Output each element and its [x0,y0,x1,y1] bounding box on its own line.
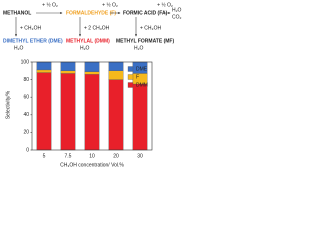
bar-segment [108,79,124,151]
node: H₂O [134,45,144,51]
node: METHYLAL (DMM) [66,38,110,44]
legend-label: F [136,74,139,80]
node: METHANOL [3,10,31,16]
legend-swatch [127,74,134,80]
bar-segment [60,70,76,74]
reagent: + CH₃OH [140,25,161,31]
node: H₂O [172,7,182,13]
y-tick-label: 40 [23,112,29,118]
y-axis-label: Selectivity/% [5,90,11,119]
y-tick-label: 100 [21,59,30,65]
y-tick-label: 80 [23,77,29,83]
bar-segment [84,61,100,72]
y-tick-label: 60 [23,95,29,101]
chart: Selectivity/% CH₃OH concentration/ Vol.%… [5,59,153,168]
x-tick-label: 5 [43,153,46,159]
bar-segment [108,70,124,80]
node: H₂O [14,45,24,51]
node: CO₂ [172,14,182,20]
node: FORMIC ACID (FA) [123,10,168,16]
bar-segment [36,69,52,73]
bar-segment [60,61,76,71]
x-axis-label: CH₃OH concentration/ Vol.% [60,162,124,168]
reagent: + 2 CH₃OH [84,25,110,31]
node: FORMALDEHYDE (F) [66,10,116,16]
bar-segment [132,83,148,151]
y-tick-label: 0 [26,147,29,153]
x-tick-label: 10 [89,153,95,159]
legend-label: DME [136,66,148,72]
y-tick-label: 20 [23,130,29,136]
reagent: + CH₃OH [20,25,41,31]
bar-segment [60,73,76,151]
reagent: + ½ O₂ [157,1,173,8]
bar-segment [36,61,52,71]
node: METHYL FORMATE (MF) [116,38,174,44]
x-tick-label: 20 [113,153,119,159]
bar-segment [84,74,100,151]
scheme: METHANOL FORMALDEHYDE (F) FORMIC ACID (F… [3,1,182,51]
bar-segment [84,71,100,75]
x-tick-label: 30 [137,153,143,159]
legend-swatch [127,66,134,72]
figure: METHANOL FORMALDEHYDE (F) FORMIC ACID (F… [3,1,182,168]
legend-swatch [127,82,134,88]
plot-frame [31,61,153,151]
node: H₂O [80,45,90,51]
reagent: + ½ O₂ [42,1,58,8]
legend-label: DMM [136,82,148,88]
reagent: + ½ O₂ [102,1,118,8]
node: DIMETHYL ETHER (DME) [3,38,63,44]
x-tick-label: 7.5 [65,153,72,159]
bar-segment [36,72,52,151]
bar-segment [108,61,124,71]
